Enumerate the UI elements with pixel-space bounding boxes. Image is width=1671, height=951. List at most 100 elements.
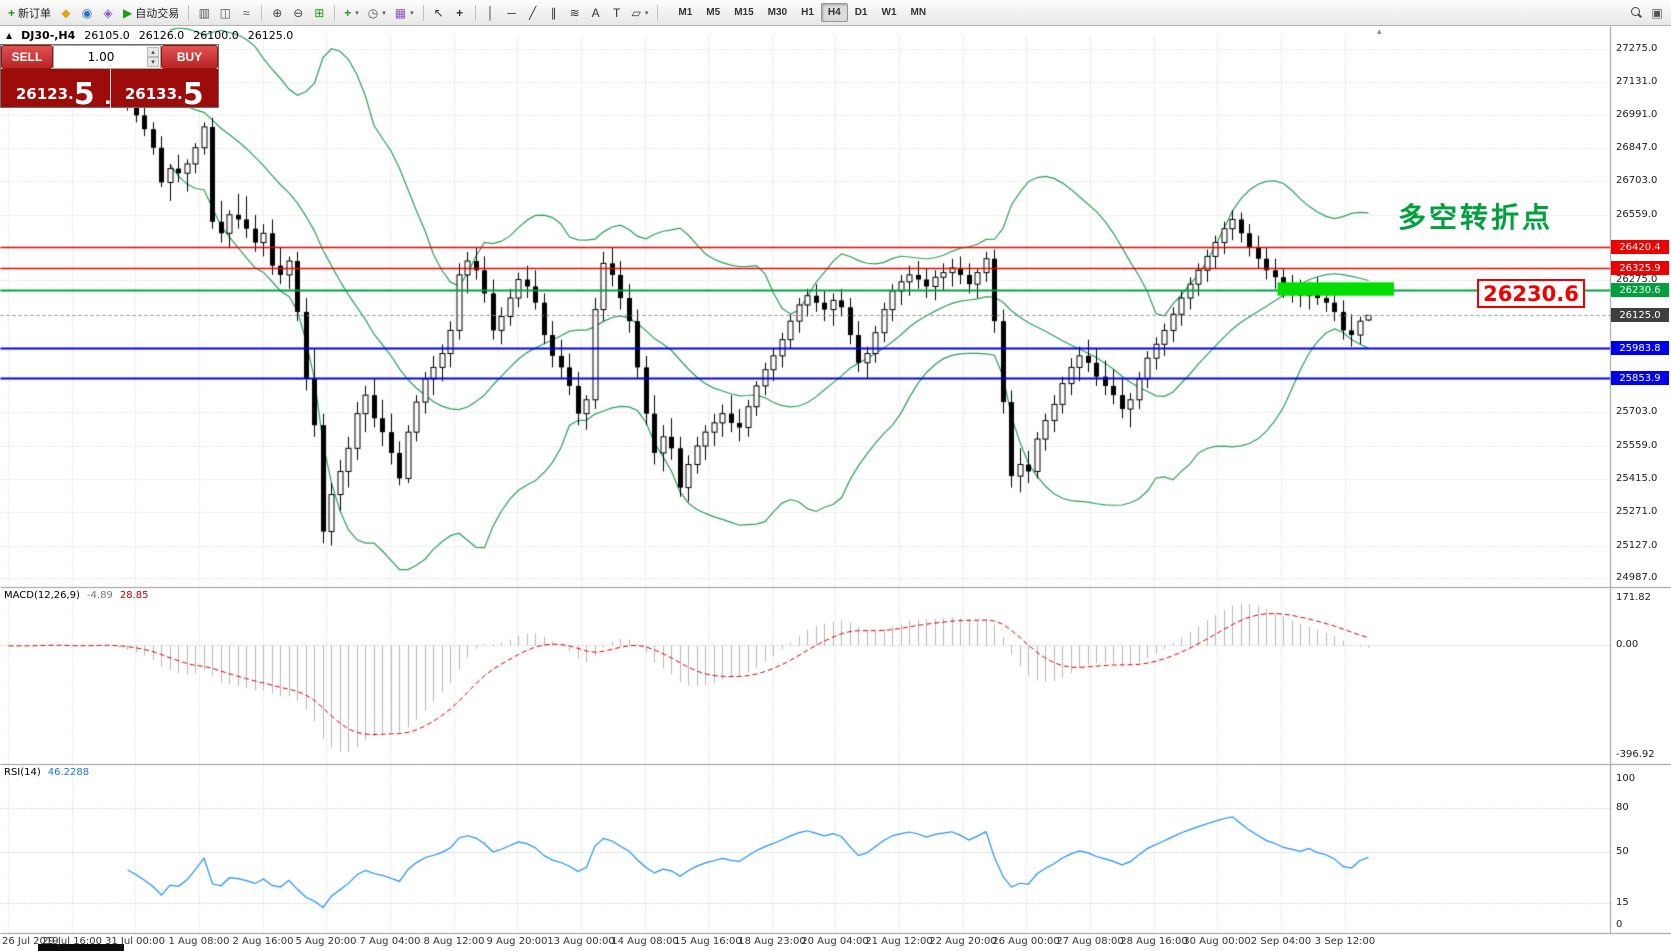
turning-point-annotation[interactable]: 多空转折点: [1398, 201, 1554, 234]
time-axis-label: 2 Aug 16:00: [232, 936, 294, 947]
channel-button[interactable]: ∥: [544, 3, 564, 23]
new-window-icon: ▣: [1651, 5, 1663, 20]
timeframe-m15-button[interactable]: M15: [727, 3, 760, 22]
ohlc-high: 26126.0: [138, 29, 185, 42]
vertical-line-button[interactable]: │: [481, 3, 501, 23]
text-button[interactable]: A: [586, 3, 606, 23]
time-axis-label: 20 Aug 04:00: [801, 936, 869, 947]
timeframe-m5-button[interactable]: M5: [699, 3, 727, 22]
timeframe-w1-button[interactable]: W1: [875, 3, 904, 22]
collapse-panel-icon[interactable]: ▲: [6, 31, 13, 40]
horizontal-line-button[interactable]: ─: [502, 3, 522, 23]
price-axis-label: 25127.0: [1616, 540, 1658, 551]
zoom-out-button[interactable]: ⊖: [288, 3, 308, 23]
autotrading-icon: ▶: [123, 5, 133, 20]
buy-button[interactable]: BUY: [161, 45, 218, 69]
search-button[interactable]: [1626, 3, 1646, 23]
time-axis-label: 28 Aug 16:00: [1120, 936, 1188, 947]
price-axis-label: 25415.0: [1616, 473, 1658, 484]
toolbar-separator: [334, 4, 336, 21]
volume-increase-button[interactable]: ▴: [147, 47, 159, 57]
candlestick-chart-type-button[interactable]: ◫: [215, 3, 235, 23]
price-axis-label: 26991.0: [1616, 109, 1658, 120]
navigator-icon[interactable]: ◈: [98, 3, 118, 23]
price-line-label: 25853.9: [1611, 371, 1669, 385]
macd-indicator-label: MACD(12,26,9) -4.89 28.85: [4, 590, 148, 601]
autotrading-button-label: 自动交易: [135, 7, 180, 20]
templates-icon: ▦: [394, 5, 407, 20]
chevron-down-icon: ▾: [355, 9, 359, 17]
volume-input[interactable]: [54, 46, 160, 68]
line-chart-type-icon: ≈: [242, 5, 250, 20]
time-axis-label: 7 Aug 04:00: [359, 936, 421, 947]
templates-button[interactable]: ▦ ▾: [391, 3, 418, 23]
bar-chart-type-icon: ▥: [198, 5, 210, 20]
macd-axis-label: -396.92: [1616, 749, 1655, 760]
buy-price-panel[interactable]: 26133. 5: [111, 69, 219, 108]
sell-price-panel[interactable]: 26123. 5: [1, 69, 110, 108]
rsi-value: 46.2288: [47, 767, 90, 778]
shapes-button[interactable]: ▱ ▾: [628, 3, 653, 23]
price-axis-label: 25559.0: [1616, 440, 1658, 451]
fibonacci-button[interactable]: ≋: [565, 3, 585, 23]
price-axis-label: 26703.0: [1616, 175, 1658, 186]
timeframe-h4-button[interactable]: H4: [820, 3, 848, 22]
indicators-icon: +: [344, 5, 352, 20]
time-axis-label: 26 Aug 00:00: [992, 936, 1060, 947]
price-line-label: 26230.6: [1611, 283, 1669, 297]
line-chart-type-button[interactable]: ≈: [236, 3, 256, 23]
volume-decrease-button[interactable]: ▾: [147, 57, 159, 67]
price-axis-label: 26275.0: [1616, 274, 1658, 285]
cursor-button[interactable]: ↖: [429, 3, 449, 23]
price-axis-label: 27275.0: [1616, 43, 1658, 54]
time-axis-label: 18 Aug 23:00: [738, 936, 806, 947]
time-axis-label: 1 Aug 08:00: [168, 936, 230, 947]
time-axis-label: 9 Aug 20:00: [486, 936, 548, 947]
periods-button[interactable]: ◷ ▾: [364, 3, 390, 23]
autotrading-button[interactable]: ▶ 自动交易: [119, 3, 183, 23]
price-line-label: 26125.0: [1611, 308, 1669, 322]
charts-grid-icon[interactable]: ◆: [56, 3, 76, 23]
chevron-down-icon: ▾: [382, 9, 386, 17]
market-watch-icon[interactable]: ◉: [77, 3, 97, 23]
tile-windows-button[interactable]: ⊞: [309, 3, 329, 23]
toolbar: + 新订单 ◆ ◉ ◈ ▶ 自动交易 ▥ ◫ ≈ ⊕ ⊖ ⊞ + ▾ ◷ ▾ ▦ ▾ ↖ + │ ─ ╱ ∥ ≋ A T ▱ ▾ M1 M5 M…: [0, 0, 1671, 26]
crosshair-button[interactable]: +: [450, 3, 470, 23]
sell-button[interactable]: SELL: [1, 45, 53, 69]
timeframe-m1-button[interactable]: M1: [671, 3, 699, 22]
toolbar-separator: [657, 4, 659, 21]
rsi-indicator-label: RSI(14) 46.2288: [4, 767, 89, 778]
timeframe-d1-button[interactable]: D1: [848, 3, 875, 22]
chevron-down-icon: ▾: [644, 9, 649, 17]
price-callout-box[interactable]: 26230.6: [1477, 279, 1585, 308]
zoom-in-button[interactable]: ⊕: [267, 3, 287, 23]
timeframe-h1-button[interactable]: H1: [794, 3, 821, 22]
label-button[interactable]: T: [607, 3, 627, 23]
new-order-button[interactable]: + 新订单: [4, 3, 55, 23]
bottom-scrollbar-thumb[interactable]: [38, 944, 124, 951]
indicators-button[interactable]: + ▾: [340, 3, 363, 23]
toolbar-separator: [188, 4, 190, 21]
channel-icon: ∥: [550, 5, 557, 20]
spread-marker-icon: ▪: [105, 98, 111, 106]
candlestick-chart-type-icon: ◫: [219, 5, 231, 20]
rsi-axis-label: 0: [1616, 919, 1623, 930]
zoom-out-icon: ⊖: [293, 5, 304, 20]
timeframe-m30-button[interactable]: M30: [761, 3, 794, 22]
trendline-button[interactable]: ╱: [523, 3, 543, 23]
shapes-icon: ▱: [631, 5, 641, 20]
market-watch-icon-icon: ◉: [81, 5, 93, 20]
toolbar-separator: [261, 4, 263, 21]
time-axis-label: 15 Aug 16:00: [674, 936, 742, 947]
new-window-button[interactable]: ▣: [1647, 3, 1667, 23]
sell-price-big-digit: 5: [73, 76, 95, 112]
time-axis-label: 27 Aug 08:00: [1056, 936, 1124, 947]
bar-chart-type-button[interactable]: ▥: [194, 3, 214, 23]
timeframe-mn-button[interactable]: MN: [904, 3, 934, 22]
price-axis-label: 26559.0: [1616, 209, 1658, 220]
buy-price-big-digit: 5: [182, 76, 204, 112]
periods-icon: ◷: [367, 5, 379, 20]
text-icon: A: [591, 5, 600, 20]
time-axis-label: 2 Sep 04:00: [1250, 936, 1312, 947]
